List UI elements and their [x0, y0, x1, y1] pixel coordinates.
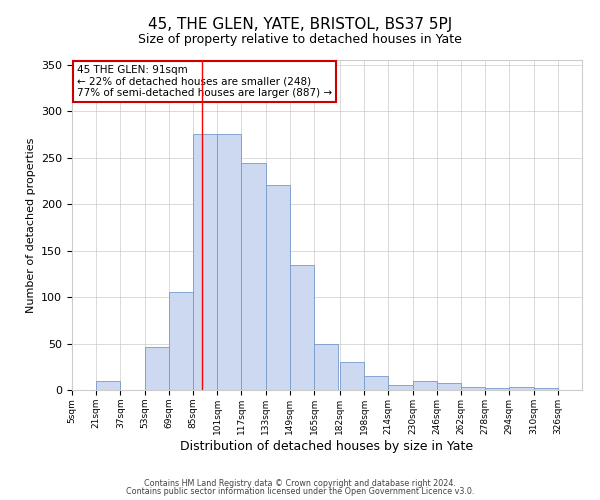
Text: Size of property relative to detached houses in Yate: Size of property relative to detached ho…	[138, 32, 462, 46]
Bar	[340, 362, 364, 390]
Bar	[437, 382, 461, 390]
Text: 45 THE GLEN: 91sqm
← 22% of detached houses are smaller (248)
77% of semi-detach: 45 THE GLEN: 91sqm ← 22% of detached hou…	[77, 65, 332, 98]
X-axis label: Distribution of detached houses by size in Yate: Distribution of detached houses by size …	[181, 440, 473, 452]
Text: Contains HM Land Registry data © Crown copyright and database right 2024.: Contains HM Land Registry data © Crown c…	[144, 478, 456, 488]
Bar	[217, 134, 241, 390]
Y-axis label: Number of detached properties: Number of detached properties	[26, 138, 35, 312]
Bar	[169, 292, 193, 390]
Bar	[193, 134, 217, 390]
Text: Contains public sector information licensed under the Open Government Licence v3: Contains public sector information licen…	[126, 487, 474, 496]
Bar	[266, 186, 290, 390]
Text: 45, THE GLEN, YATE, BRISTOL, BS37 5PJ: 45, THE GLEN, YATE, BRISTOL, BS37 5PJ	[148, 18, 452, 32]
Bar	[533, 388, 558, 390]
Bar	[509, 387, 533, 390]
Bar	[461, 387, 485, 390]
Bar	[96, 380, 121, 390]
Bar	[290, 264, 314, 390]
Bar	[388, 386, 413, 390]
Bar	[364, 376, 388, 390]
Bar	[145, 347, 169, 390]
Bar	[485, 388, 509, 390]
Bar	[241, 163, 266, 390]
Bar	[413, 380, 437, 390]
Bar	[314, 344, 338, 390]
